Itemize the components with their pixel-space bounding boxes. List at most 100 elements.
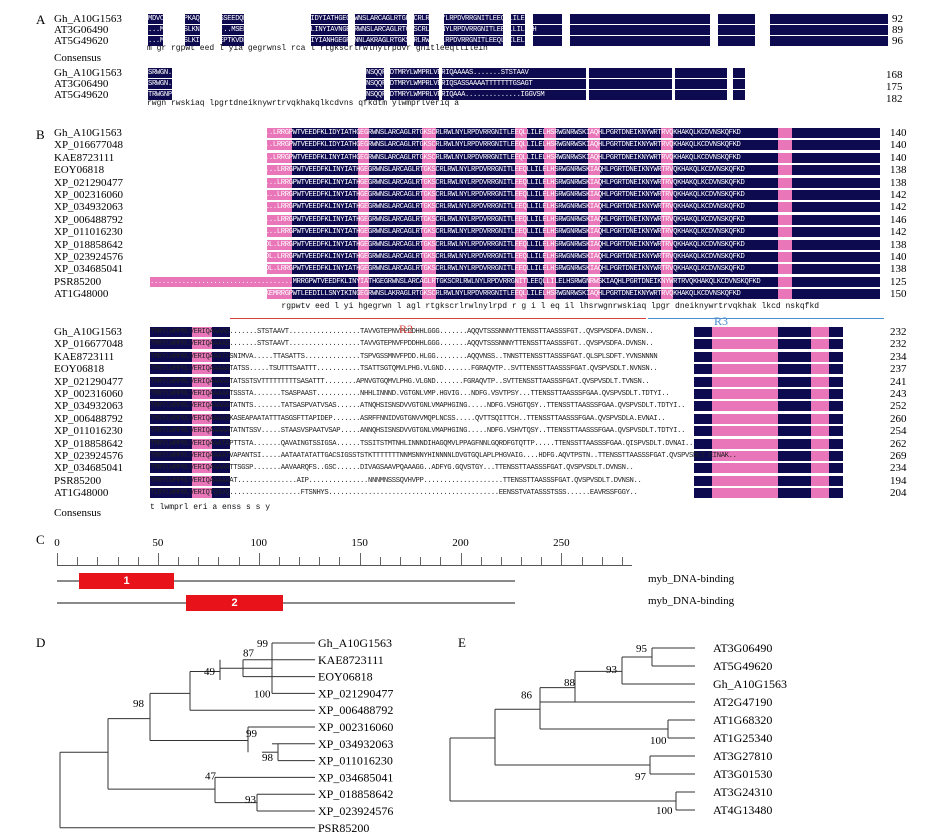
similarity-shading	[726, 488, 778, 499]
tick-label: 50	[152, 537, 164, 549]
identity-shading	[672, 264, 778, 275]
similarity-shading	[726, 413, 778, 424]
identity-shading	[599, 202, 661, 213]
minor-tick	[137, 557, 139, 565]
similarity-shading	[588, 239, 600, 250]
identity-shading	[693, 364, 713, 375]
identity-shading	[444, 36, 504, 46]
identity-shading	[212, 426, 231, 437]
similarity-shading	[544, 202, 556, 213]
similarity-shading	[421, 202, 437, 213]
sequence-residues: ....................................MRRG…	[150, 277, 761, 286]
minor-tick	[420, 557, 422, 565]
sequence-end: 89	[892, 24, 903, 36]
similarity-shading	[588, 202, 600, 213]
similarity-shading	[544, 289, 556, 300]
consensus-label: Consensus	[54, 52, 102, 64]
identity-shading	[555, 252, 588, 262]
bootstrap-value: 93	[245, 794, 257, 806]
identity-shading	[212, 376, 231, 387]
identity-shading	[436, 264, 515, 275]
identity-shading	[526, 177, 545, 188]
identity-shading	[674, 79, 727, 89]
identity-shading	[672, 252, 778, 262]
identity-shading	[436, 140, 515, 151]
similarity-shading	[588, 214, 600, 225]
sequence-name: XP_023924576	[54, 450, 124, 462]
similarity-shading	[726, 351, 778, 362]
similarity-shading	[777, 239, 793, 250]
consensus-label: Consensus	[54, 507, 102, 519]
identity-shading	[599, 276, 661, 287]
sequence-name: AT1G48000	[54, 288, 109, 301]
identity-shading	[792, 190, 880, 200]
major-tick	[57, 553, 58, 565]
tree-leaf-label: Gh_A10G1563	[713, 677, 787, 691]
bootstrap-value: 98	[133, 698, 145, 710]
identity-shading	[599, 239, 661, 250]
identity-shading	[291, 252, 359, 262]
identity-shading	[599, 214, 661, 225]
identity-shading	[532, 14, 563, 24]
identity-shading	[792, 165, 880, 176]
identity-shading	[291, 276, 359, 287]
scale-axis-line	[57, 565, 632, 566]
identity-shading	[777, 488, 811, 499]
identity-shading	[436, 239, 515, 250]
minor-tick	[521, 557, 523, 565]
similarity-shading	[661, 177, 673, 188]
similarity-shading	[266, 165, 292, 176]
identity-shading	[150, 327, 193, 337]
similarity-shading	[192, 351, 213, 362]
minor-tick	[581, 557, 583, 565]
identity-shading	[212, 438, 231, 449]
identity-shading	[150, 438, 193, 449]
similarity-shading	[421, 276, 437, 287]
identity-shading	[148, 14, 163, 24]
tick-label: 250	[553, 537, 570, 549]
similarity-shading	[661, 128, 673, 138]
similarity-shading	[192, 475, 213, 486]
sequence-residues: MDVKGRAR.........GTTVQSEDEN..DL.LRRGPWTV…	[150, 240, 745, 249]
similarity-shading	[726, 389, 778, 399]
minor-tick	[238, 557, 240, 565]
tree-leaf-label: AT5G49620	[713, 659, 772, 673]
similarity-shading	[726, 376, 778, 387]
similarity-shading	[544, 152, 556, 163]
similarity-shading	[358, 165, 369, 176]
identity-shading	[436, 128, 515, 138]
identity-shading	[672, 165, 778, 176]
identity-shading	[526, 140, 545, 151]
sequence-end: 234	[890, 462, 907, 475]
identity-shading	[672, 239, 778, 250]
panel-label-c: C	[36, 532, 45, 547]
consensus-sequence: t lwmprl eri a enss s s y	[150, 502, 271, 512]
identity-shading	[599, 264, 661, 275]
identity-shading	[792, 276, 880, 287]
identity-shading	[365, 68, 385, 78]
similarity-shading	[544, 177, 556, 188]
identity-shading	[526, 190, 545, 200]
similarity-shading	[777, 177, 793, 188]
major-tick	[157, 553, 159, 565]
similarity-shading	[358, 264, 369, 275]
identity-shading	[436, 152, 515, 163]
identity-shading	[693, 451, 713, 461]
sequence-residues: MNGRTEFANCKTLINNKEEVEEVEKMKKEKEMRRGPWTLE…	[150, 290, 741, 299]
identity-shading	[599, 190, 661, 200]
sequence-residues: TMRYLWMPRLVERIQAAAAATATSS.....TSUTTTSAAT…	[150, 365, 658, 374]
identity-shading	[828, 401, 844, 412]
identity-shading	[717, 36, 755, 46]
tree-leaf-label: XP_021290477	[318, 686, 393, 700]
sequence-residues: MDVKARECAP.......NVQSSEEDEME...LRRGPWTVE…	[150, 153, 741, 162]
panel-label-e: E	[458, 635, 466, 650]
similarity-shading	[266, 289, 292, 300]
tree-leaf-label: EOY06818	[318, 670, 373, 684]
similarity-shading	[358, 214, 369, 225]
identity-shading	[693, 376, 713, 387]
identity-shading	[777, 426, 811, 437]
sequence-name: AT1G48000	[54, 487, 109, 500]
similarity-shading	[777, 128, 793, 138]
similarity-shading	[661, 165, 673, 176]
similarity-shading	[777, 227, 793, 238]
